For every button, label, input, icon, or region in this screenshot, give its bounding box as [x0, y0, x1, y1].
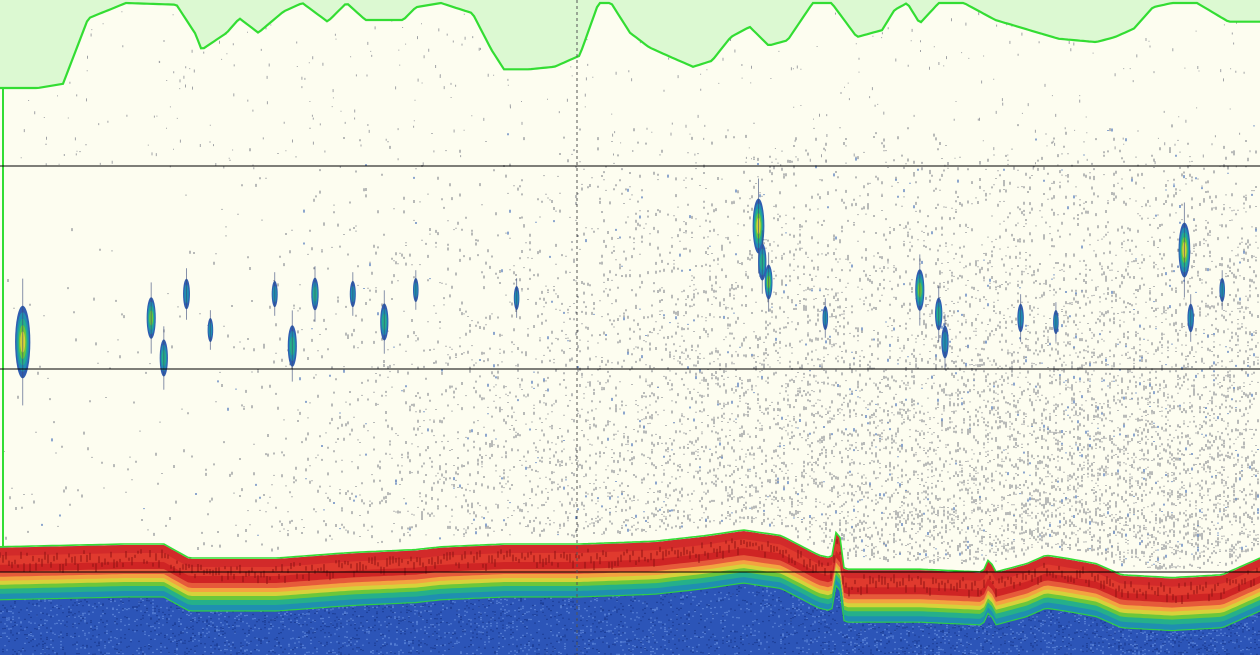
seabed-layer	[0, 529, 1260, 655]
fish-school-layer	[15, 178, 1225, 406]
noise-layer	[3, 8, 1259, 570]
surface-band-line	[0, 1, 1260, 90]
fish-school	[207, 310, 214, 350]
bottom-echo-band-3	[0, 555, 1260, 609]
fish-school	[1017, 294, 1024, 342]
fish-school	[758, 230, 767, 294]
fish-school	[941, 314, 949, 370]
fish-school	[1219, 270, 1225, 310]
bottom-echo-band-5	[0, 564, 1260, 617]
fish-school	[380, 290, 389, 354]
fish-school	[15, 278, 31, 406]
fish-school	[935, 286, 943, 342]
fish-school	[349, 272, 356, 316]
bottom-echo-band-7	[0, 572, 1260, 626]
fish-school	[1178, 202, 1191, 298]
bottom-second-line	[0, 582, 1260, 632]
fish-school	[822, 298, 829, 338]
fish-school	[915, 254, 925, 326]
bottom-echo-band-6	[0, 568, 1260, 621]
bottom-line	[0, 529, 1260, 579]
fish-school	[311, 266, 319, 322]
fish-school	[287, 310, 297, 382]
bottom-echo-streaks	[0, 538, 1258, 604]
fish-school	[764, 252, 773, 312]
bottom-echo-band-4	[0, 560, 1260, 613]
surface-band	[0, 0, 1260, 88]
fish-school	[1187, 294, 1194, 342]
noise-speckle	[3, 122, 1259, 570]
fish-school	[1053, 302, 1059, 342]
bottom-echo-band-1	[0, 539, 1260, 597]
fish-school	[752, 178, 765, 274]
fish-school	[183, 268, 190, 320]
fish-school	[413, 270, 419, 310]
surface-band-layer	[0, 0, 1260, 548]
fish-school	[146, 282, 156, 354]
fish-school	[513, 278, 520, 318]
fish-school	[271, 272, 278, 316]
fish-school	[159, 326, 168, 390]
bottom-echo-band-8	[0, 577, 1260, 631]
bottom-echo-band-0	[0, 531, 1260, 588]
noise-speckle-blue	[41, 125, 1259, 567]
